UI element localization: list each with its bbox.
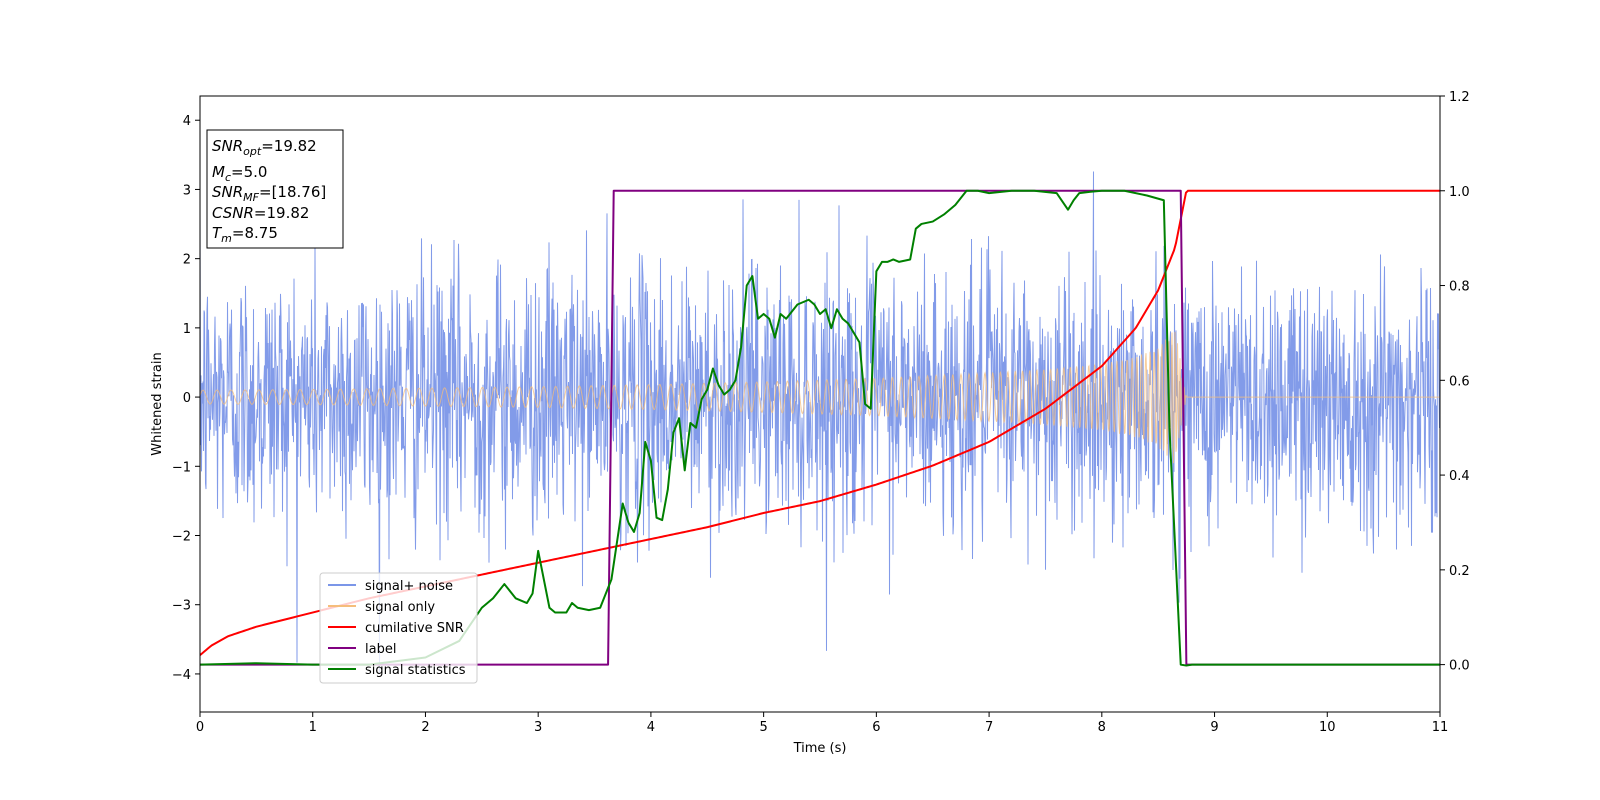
x-tick-label: 6: [872, 720, 880, 735]
x-tick-label: 8: [1098, 720, 1106, 735]
y2-tick-label: 0.8: [1449, 280, 1470, 295]
legend-label-signal-noise: signal+ noise: [365, 579, 453, 594]
legend-label-label: label: [365, 642, 396, 657]
y2-tick-label: 0.6: [1449, 374, 1470, 389]
x-tick-label: 0: [196, 720, 204, 735]
y-tick-label: 3: [183, 183, 191, 198]
series-signal-statistics: [200, 189, 1440, 667]
y-tick-label: 1: [183, 322, 191, 337]
legend: signal+ noise signal only cumilative SNR…: [319, 572, 478, 684]
info-box-frame: [206, 129, 344, 249]
x-tick-label: 9: [1210, 720, 1218, 735]
series-signal-noise: [200, 171, 1440, 673]
y2-tick-label: 1.2: [1449, 90, 1470, 105]
y2-tick-label: 0.2: [1449, 564, 1470, 579]
x-tick-label: 11: [1432, 720, 1449, 735]
info-line-snr-opt: SNRopt=19.82: [212, 137, 317, 158]
legend-label-cumulative-snr: cumilative SNR: [365, 621, 464, 636]
y-tick-label: 4: [183, 114, 191, 129]
y2-tick-label: 0.4: [1449, 469, 1470, 484]
x-tick-label: 10: [1319, 720, 1336, 735]
legend-frame: [319, 572, 478, 684]
info-line-snr-mf: SNRMF=[18.76]: [212, 183, 326, 204]
axes: 0 1 2 3 4 5 6 7 8 9 10 11 −4 −3 −2 −1 0 1 2 3 4 0.0 0.2 0.4 0.6 0…: [172, 90, 1470, 735]
y-tick-label: −2: [172, 530, 191, 545]
info-line-tm: Tm=8.75: [212, 224, 278, 245]
x-axis-label: Time (s): [793, 741, 847, 756]
y-tick-label: −4: [172, 668, 191, 683]
y-tick-label: −3: [172, 599, 191, 614]
y2-tick-label: 0.0: [1449, 659, 1470, 674]
x-tick-label: 1: [309, 720, 317, 735]
y2-tick-label: 1.0: [1449, 185, 1470, 200]
x-tick-label: 3: [534, 720, 542, 735]
plot-frame: [199, 95, 1441, 713]
x-tick-label: 7: [985, 720, 993, 735]
series-signal-only: [200, 331, 1440, 464]
y-tick-label: −1: [172, 460, 191, 475]
info-line-csnr: CSNR=19.82: [212, 204, 309, 222]
legend-label-signal-statistics: signal statistics: [365, 663, 466, 678]
y-tick-label: 2: [183, 253, 191, 268]
x-tick-label: 4: [647, 720, 655, 735]
info-line-mc: Mc=5.0: [212, 163, 267, 184]
x-tick-label: 5: [759, 720, 767, 735]
y-tick-label: 0: [183, 391, 191, 406]
legend-label-signal-only: signal only: [365, 600, 435, 615]
y-axis-label: Whitened strain: [150, 352, 165, 455]
info-box: SNRopt=19.82 Mc=5.0 SNRMF=[18.76] CSNR=1…: [206, 129, 344, 249]
x-tick-label: 2: [421, 720, 429, 735]
